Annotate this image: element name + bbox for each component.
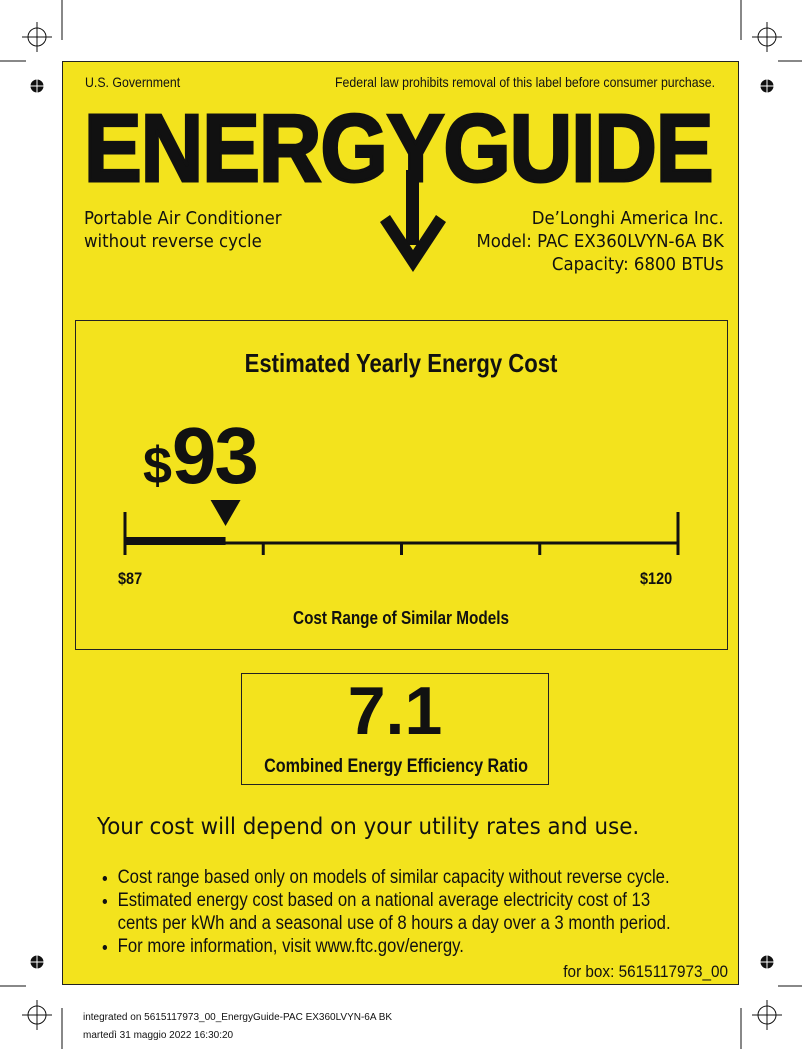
registration-mark-icon [752, 1000, 782, 1030]
cost-disclaimer-headline: Your cost will depend on your utility ra… [97, 814, 640, 840]
product-subtype: without reverse cycle [84, 231, 262, 252]
cost-range-scale [123, 500, 680, 555]
range-min: $87 [118, 569, 143, 588]
efficiency-caption: Combined Energy Efficiency Ratio [264, 756, 528, 777]
range-max: $120 [640, 569, 673, 588]
note-item: For more information, visit www.ftc.gov/… [118, 935, 681, 958]
model-number: Model: PAC EX360LVYN-6A BK [476, 231, 724, 252]
cost-heading: Estimated Yearly Energy Cost [244, 348, 558, 378]
filled-registration-icon [29, 954, 45, 970]
footer-integration: integrated on 5615117973_00_EnergyGuide-… [83, 1012, 393, 1023]
energyguide-title: ENERGYGUIDE [83, 94, 715, 204]
registration-mark-icon [752, 22, 782, 52]
energy-guide-label [62, 61, 739, 985]
currency-symbol: $ [143, 437, 172, 495]
scale-fill-bar [125, 537, 226, 545]
note-item: Estimated energy cost based on a nationa… [118, 889, 681, 935]
removal-notice: Federal law prohibits removal of this la… [335, 74, 716, 90]
filled-registration-icon [759, 954, 775, 970]
cost-value: $93 [143, 410, 259, 502]
note-item: Cost range based only on models of simil… [118, 866, 681, 889]
footer-timestamp: martedì 31 maggio 2022 16:30:20 [83, 1030, 234, 1041]
notes-list: Cost range based only on models of simil… [100, 866, 681, 958]
efficiency-value: 7.1 [347, 673, 443, 749]
yearly-cost-panel [75, 320, 728, 650]
range-caption: Cost Range of Similar Models [293, 608, 509, 628]
efficiency-panel [241, 673, 549, 785]
box-code: for box: 5615117973_00 [563, 962, 728, 981]
cost-pointer-icon [210, 500, 241, 526]
manufacturer: De’Longhi America Inc. [532, 208, 724, 229]
down-arrow-icon [380, 170, 446, 272]
us-government: U.S. Government [85, 74, 181, 90]
product-type: Portable Air Conditioner [84, 208, 282, 229]
filled-registration-icon [29, 78, 45, 94]
cost-amount: 93 [171, 411, 259, 500]
filled-registration-icon [759, 78, 775, 94]
capacity: Capacity: 6800 BTUs [552, 254, 724, 275]
ftc-link[interactable]: For more information, visit www.ftc.gov/… [117, 936, 464, 957]
registration-mark-icon [22, 22, 52, 52]
registration-mark-icon [22, 1000, 52, 1030]
